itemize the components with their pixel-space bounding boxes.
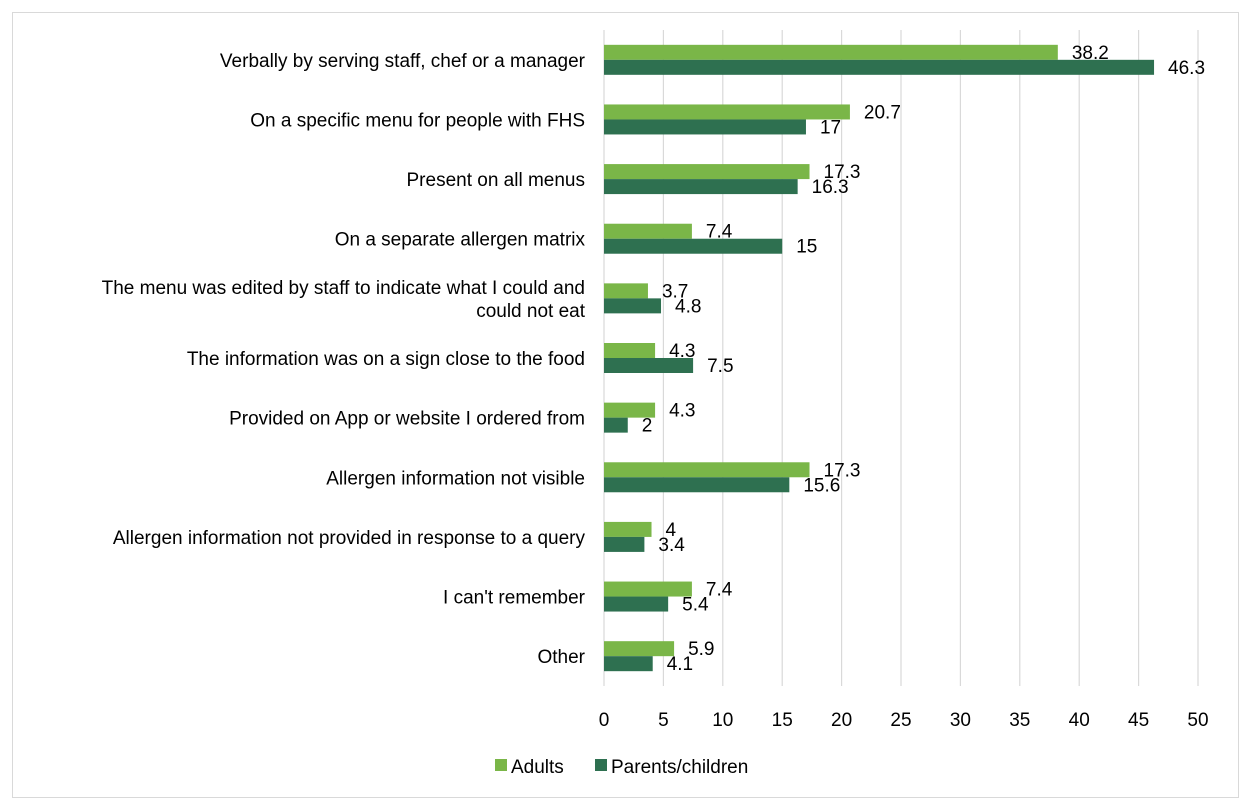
x-tick-label: 50 bbox=[1187, 710, 1208, 731]
bar-adults bbox=[604, 402, 656, 418]
data-label-parents-children: 15.6 bbox=[803, 475, 840, 496]
data-label-parents-children: 15 bbox=[796, 237, 817, 258]
category-label: Present on all menus bbox=[407, 170, 586, 191]
data-label-adults: 4.3 bbox=[669, 401, 695, 422]
legend-label: Parents/children bbox=[611, 757, 748, 778]
category-label: Provided on App or website I ordered fro… bbox=[229, 409, 585, 430]
data-label-adults: 17.3 bbox=[824, 162, 861, 183]
data-label-adults: 17.3 bbox=[824, 460, 861, 481]
bar-parents-children bbox=[604, 358, 694, 373]
data-label-adults: 7.4 bbox=[706, 580, 733, 601]
bar-parents-children bbox=[604, 596, 669, 612]
data-label-parents-children: 5.4 bbox=[682, 595, 709, 616]
bar-parents-children bbox=[604, 417, 628, 433]
data-label-parents-children: 7.5 bbox=[707, 356, 733, 377]
bar-adults bbox=[604, 164, 810, 180]
data-label-adults: 4 bbox=[666, 520, 677, 541]
bar-adults bbox=[604, 343, 656, 358]
bar-adults bbox=[604, 521, 652, 537]
bar-adults bbox=[604, 104, 850, 120]
x-tick-label: 30 bbox=[950, 710, 971, 731]
category-label: The information was on a sign close to t… bbox=[187, 349, 585, 370]
bar-adults bbox=[604, 223, 692, 239]
category-label: On a separate allergen matrix bbox=[335, 230, 586, 251]
data-label-adults: 20.7 bbox=[864, 102, 901, 123]
bar-parents-children bbox=[604, 238, 783, 254]
data-label-parents-children: 3.4 bbox=[658, 535, 685, 556]
bar-adults bbox=[604, 641, 675, 657]
category-label: Other bbox=[537, 647, 585, 668]
bar-adults bbox=[604, 581, 692, 597]
data-label-parents-children: 46.3 bbox=[1168, 58, 1205, 79]
data-label-parents-children: 16.3 bbox=[812, 177, 849, 198]
x-tick-label: 10 bbox=[712, 710, 733, 731]
x-tick-label: 15 bbox=[772, 710, 793, 731]
x-tick-label: 25 bbox=[890, 710, 911, 731]
category-label: On a specific menu for people with FHS bbox=[250, 110, 585, 131]
bar-parents-children bbox=[604, 656, 653, 672]
category-label: The menu was edited by staff to indicate… bbox=[102, 278, 586, 322]
bar-adults bbox=[604, 462, 810, 478]
bar-parents-children bbox=[604, 477, 790, 493]
data-label-adults: 7.4 bbox=[706, 222, 733, 243]
data-label-parents-children: 4.8 bbox=[675, 296, 701, 317]
category-label: Allergen information not provided in res… bbox=[113, 528, 586, 549]
data-label-adults: 3.7 bbox=[662, 281, 688, 302]
x-tick-label: 20 bbox=[831, 710, 852, 731]
bar-parents-children bbox=[604, 59, 1155, 75]
data-label-adults: 5.9 bbox=[688, 639, 714, 660]
category-label: I can't remember bbox=[443, 588, 586, 609]
x-tick-label: 5 bbox=[658, 710, 669, 731]
x-tick-label: 0 bbox=[599, 710, 610, 731]
data-label-adults: 4.3 bbox=[669, 341, 695, 362]
bar-parents-children bbox=[604, 119, 806, 135]
data-label-parents-children: 17 bbox=[820, 117, 841, 138]
x-tick-label: 40 bbox=[1069, 710, 1090, 731]
bar-parents-children bbox=[604, 536, 645, 552]
bar-adults bbox=[604, 283, 648, 299]
x-tick-label: 35 bbox=[1009, 710, 1030, 731]
bar-parents-children bbox=[604, 298, 662, 314]
data-label-parents-children: 4.1 bbox=[667, 654, 693, 675]
data-label-parents-children: 2 bbox=[642, 416, 653, 437]
category-label: Verbally by serving staff, chef or a man… bbox=[220, 51, 586, 72]
data-label-adults: 38.2 bbox=[1072, 43, 1109, 64]
category-label: Allergen information not visible bbox=[326, 468, 585, 489]
legend-label: Adults bbox=[511, 757, 564, 778]
x-tick-label: 45 bbox=[1128, 710, 1149, 731]
bar-parents-children bbox=[604, 179, 798, 195]
legend-swatch bbox=[495, 759, 507, 771]
bar-adults bbox=[604, 44, 1058, 60]
legend-swatch bbox=[595, 759, 607, 771]
